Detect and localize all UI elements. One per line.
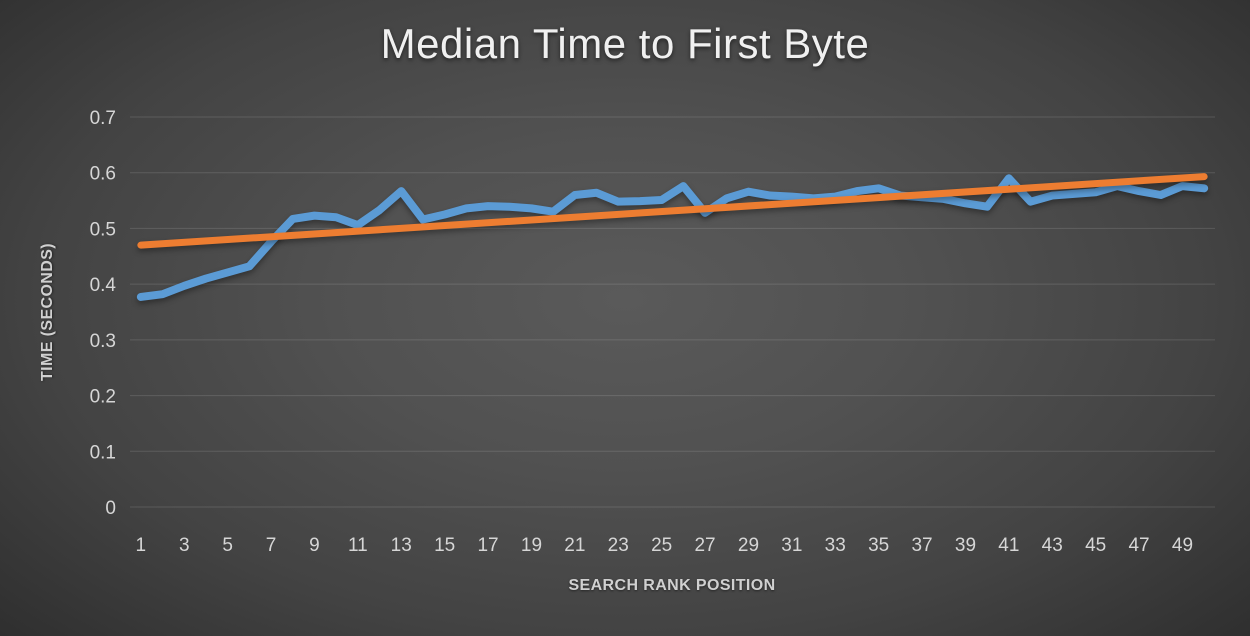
x-axis-tick-label: 25 — [651, 535, 672, 556]
x-axis-tick-label: 15 — [434, 535, 455, 556]
x-axis-tick-label: 7 — [266, 535, 277, 556]
x-axis-tick-label: 1 — [136, 535, 147, 556]
y-axis-tick-label: 0.2 — [90, 387, 116, 408]
y-axis-tick-label: 0.5 — [90, 219, 116, 240]
data-series-line — [136, 174, 1209, 301]
x-axis-tick-label: 27 — [694, 535, 715, 556]
x-axis-tick-label: 31 — [781, 535, 802, 556]
y-axis-tick-label: 0.6 — [90, 164, 116, 185]
x-axis-tick-label: 3 — [179, 535, 190, 556]
x-axis-tick-label: 47 — [1128, 535, 1149, 556]
y-axis-tick-label: 0.1 — [90, 442, 116, 463]
y-axis-tick-label: 0.3 — [90, 331, 116, 352]
x-axis-tick-label: 19 — [521, 535, 542, 556]
x-axis-tick-label: 39 — [955, 535, 976, 556]
y-axis-title: TIME (SECONDS) — [39, 242, 56, 382]
x-axis-tick-label: 5 — [222, 535, 233, 556]
x-axis-title: SEARCH RANK POSITION — [568, 577, 776, 594]
x-axis-tick-label: 45 — [1085, 535, 1106, 556]
x-axis-tick-label: 11 — [348, 535, 368, 556]
x-axis-tick-label: 23 — [608, 535, 629, 556]
x-axis-tick-label: 17 — [477, 535, 498, 556]
chart-title: Median Time to First Byte — [380, 20, 870, 67]
y-axis-tick-label: 0.4 — [90, 275, 117, 296]
trendline — [137, 173, 1208, 249]
y-axis-tick-label: 0.7 — [90, 108, 116, 129]
x-axis-tick-label: 33 — [825, 535, 846, 556]
y-axis-tick-label: 0 — [105, 498, 116, 519]
x-axis-tick-label: 49 — [1172, 535, 1193, 556]
x-axis-tick-label: 35 — [868, 535, 889, 556]
x-axis-tick-label: 43 — [1042, 535, 1063, 556]
x-axis-tick-label: 9 — [309, 535, 320, 556]
x-axis-tick-label: 13 — [391, 535, 412, 556]
x-axis-tick-label: 21 — [564, 535, 585, 556]
x-axis-tick-label: 41 — [998, 535, 1019, 556]
x-axis-tick-label: 29 — [738, 535, 759, 556]
x-axis-tick-label: 37 — [911, 535, 932, 556]
